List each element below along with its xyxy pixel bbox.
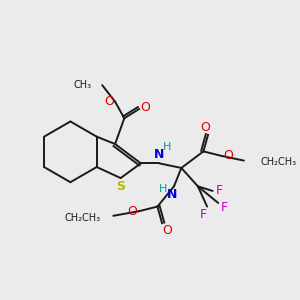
Text: F: F (221, 201, 228, 214)
Text: F: F (215, 184, 223, 197)
Text: O: O (223, 149, 233, 163)
Text: CH₃: CH₃ (73, 80, 91, 90)
Text: F: F (200, 208, 207, 221)
Text: O: O (200, 121, 210, 134)
Text: N: N (154, 148, 164, 160)
Text: H: H (164, 142, 172, 152)
Text: S: S (116, 180, 125, 193)
Text: O: O (140, 101, 150, 114)
Text: O: O (105, 95, 115, 108)
Text: CH₂CH₃: CH₂CH₃ (260, 158, 297, 167)
Text: O: O (163, 224, 172, 237)
Text: N: N (167, 188, 177, 201)
Text: CH₂CH₃: CH₂CH₃ (64, 213, 100, 223)
Text: H: H (159, 184, 167, 194)
Text: O: O (128, 205, 137, 218)
